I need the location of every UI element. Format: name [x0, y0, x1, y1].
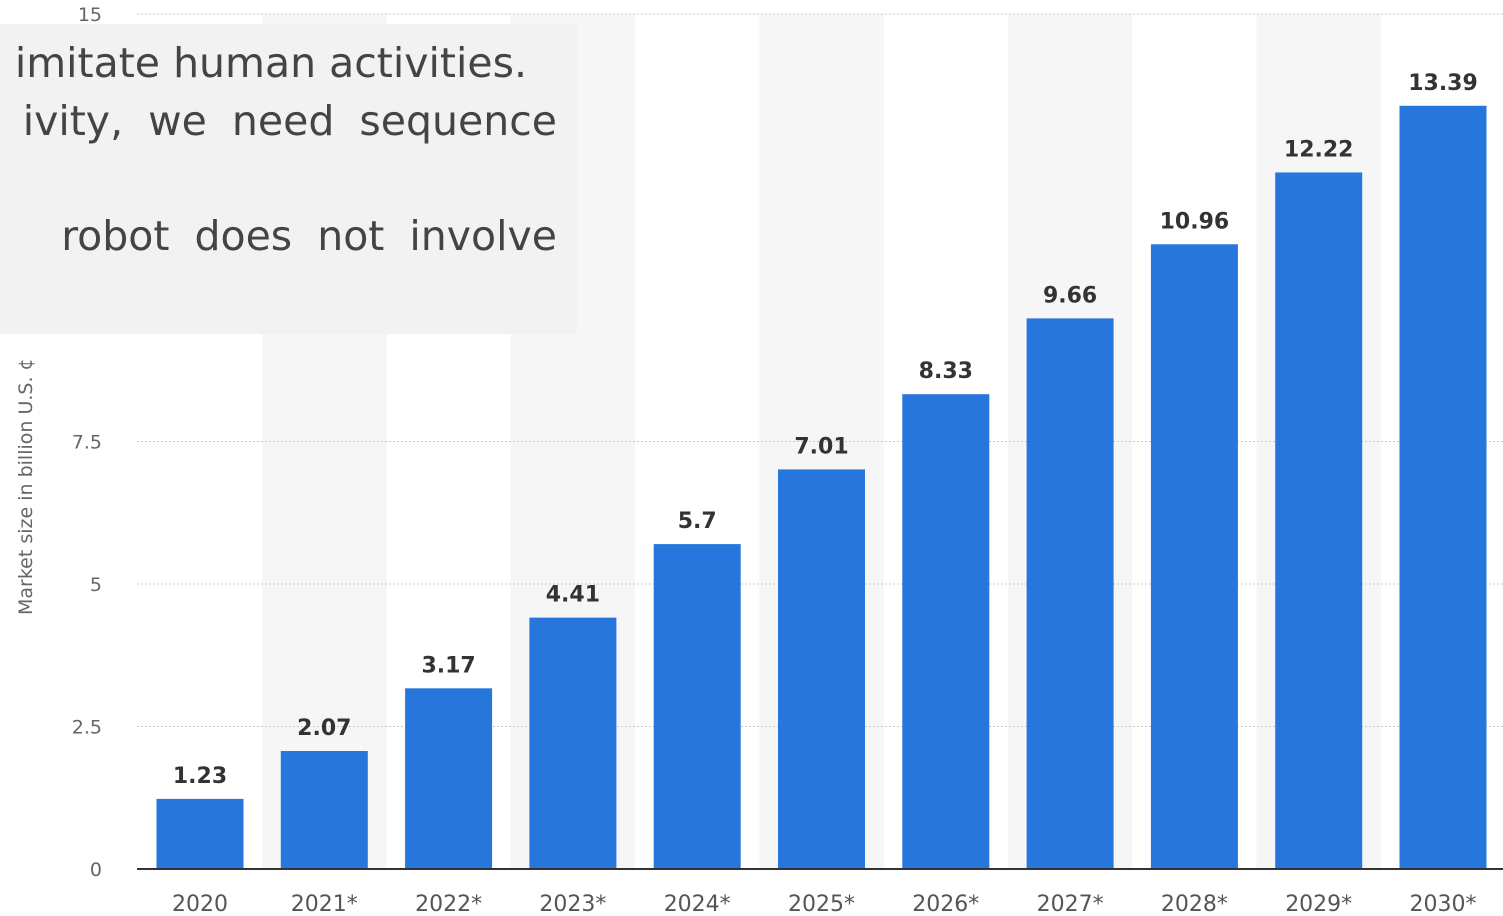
- category-label: 2026*: [912, 892, 979, 916]
- overlay-text-line: ivity, we need sequence: [22, 97, 557, 145]
- overlay-text-line: robot does not involve: [61, 212, 557, 260]
- category-label: 2020: [172, 892, 228, 916]
- category-label: 2028*: [1161, 892, 1228, 916]
- y-tick-label: 0: [90, 859, 102, 881]
- y-tick-label: 15: [78, 4, 102, 26]
- category-label: 2022*: [415, 892, 482, 916]
- y-tick-label: 2.5: [72, 717, 102, 739]
- bar: [1399, 105, 1487, 869]
- category-label: 2030*: [1410, 892, 1477, 916]
- data-label: 13.39: [1408, 71, 1478, 96]
- data-label: 2.07: [297, 716, 351, 741]
- data-label: 9.66: [1043, 283, 1097, 308]
- bar: [1275, 172, 1363, 869]
- overlay-text-line: imitate human activities.: [14, 39, 527, 87]
- bar: [902, 394, 990, 869]
- y-tick-label: 7.5: [72, 432, 102, 454]
- bars: [156, 105, 1487, 869]
- data-label: 5.7: [678, 509, 717, 534]
- data-labels: 1.23 2.07 3.17 4.41 5.7 7.01 8.33 9.66 10.96 12.2…: [173, 71, 1478, 789]
- bar: [529, 617, 617, 869]
- data-label: 7.01: [794, 434, 848, 459]
- category-label: 2023*: [539, 892, 606, 916]
- bar: [653, 544, 741, 869]
- data-label: 1.23: [173, 764, 227, 789]
- data-label: 12.22: [1284, 137, 1354, 162]
- category-label: 2027*: [1037, 892, 1104, 916]
- category-labels: 2020 2021* 2022* 2023* 2024* 2025* 2026* 2027* 2…: [172, 892, 1477, 916]
- data-label: 3.17: [421, 653, 475, 678]
- data-label: 8.33: [919, 359, 973, 384]
- bar: [1026, 318, 1114, 869]
- category-label: 2024*: [664, 892, 731, 916]
- bar: [156, 798, 244, 869]
- bar: [1150, 244, 1238, 869]
- category-label: 2025*: [788, 892, 855, 916]
- bar: [778, 469, 865, 869]
- category-label: 2029*: [1285, 892, 1352, 916]
- category-label: 2021*: [291, 892, 358, 916]
- y-axis-title: Market size in billion U.S. ¢: [15, 358, 37, 615]
- data-label: 4.41: [546, 583, 600, 608]
- data-label: 10.96: [1160, 209, 1230, 234]
- text-overlay-panel: imitate human activities. ivity, we need…: [0, 24, 577, 334]
- y-tick-label: 5: [90, 574, 102, 596]
- y-tick-labels: 0 2.5 5 7.5 15: [72, 4, 102, 881]
- bar: [280, 751, 368, 869]
- bar: [405, 688, 493, 869]
